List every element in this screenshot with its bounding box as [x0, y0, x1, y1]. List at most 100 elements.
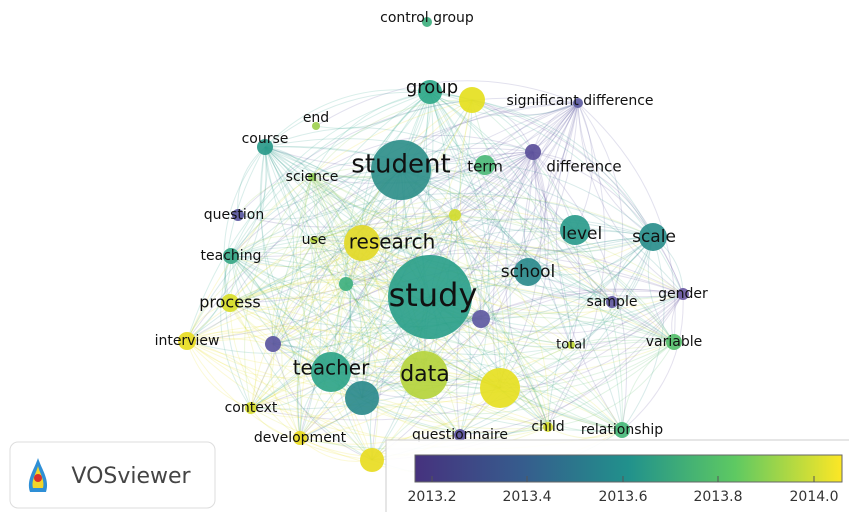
node-label[interactable]: sample	[587, 294, 638, 310]
edge	[480, 293, 684, 334]
edge	[547, 102, 606, 428]
legend-tick-label: 2013.2	[408, 489, 457, 505]
node-label[interactable]: variable	[646, 334, 702, 350]
edge	[429, 91, 572, 346]
edge	[361, 214, 456, 399]
edge	[230, 147, 534, 257]
edge	[543, 102, 579, 346]
edge	[456, 102, 579, 436]
edge	[361, 242, 461, 436]
edge	[230, 234, 675, 343]
edge	[454, 151, 534, 216]
edge	[313, 239, 379, 461]
edge	[345, 246, 684, 295]
edge	[499, 236, 654, 389]
node	[472, 310, 490, 328]
edge	[570, 293, 684, 346]
edge	[547, 236, 654, 428]
node-label[interactable]: teacher	[293, 356, 370, 380]
edge	[361, 237, 675, 343]
edge	[264, 146, 654, 252]
edge	[621, 236, 665, 431]
node-label[interactable]: study	[389, 276, 478, 314]
edge	[330, 99, 473, 373]
node-label[interactable]: gender	[658, 286, 708, 302]
edge	[345, 218, 654, 285]
node-label[interactable]: scale	[632, 227, 676, 247]
edge	[315, 91, 431, 129]
edge	[361, 288, 684, 399]
node-label[interactable]: question	[204, 207, 264, 223]
edge	[237, 151, 534, 228]
node-label[interactable]: teaching	[201, 248, 262, 264]
edge	[480, 304, 675, 343]
edge	[272, 343, 373, 461]
edge	[345, 102, 579, 285]
node-label[interactable]: interview	[155, 333, 220, 349]
edge	[339, 242, 373, 461]
edge	[400, 169, 501, 389]
edge	[230, 255, 501, 389]
node	[311, 352, 351, 392]
edge	[313, 195, 654, 241]
node-label[interactable]: development	[254, 430, 347, 446]
node-label[interactable]: questionnaire	[412, 427, 508, 443]
node-label[interactable]: end	[303, 110, 329, 126]
node-label[interactable]: control group	[380, 10, 474, 26]
edge	[480, 151, 537, 320]
node-label[interactable]: total	[556, 338, 586, 353]
edge	[577, 102, 654, 238]
edge	[454, 214, 623, 431]
edge	[527, 236, 654, 276]
edge	[361, 151, 534, 399]
edge	[311, 176, 654, 256]
edge	[532, 151, 613, 303]
node	[388, 255, 472, 339]
node-label[interactable]: child	[531, 419, 564, 435]
edge	[330, 214, 456, 373]
edge	[499, 336, 675, 389]
edge	[311, 99, 473, 178]
node-label[interactable]: science	[286, 169, 339, 185]
node-label[interactable]: use	[302, 232, 327, 248]
node-label[interactable]: relationship	[581, 422, 663, 438]
edge	[229, 302, 257, 409]
edge	[532, 151, 627, 431]
edge	[492, 102, 579, 389]
edge	[250, 91, 431, 409]
node-label[interactable]: difference	[546, 158, 621, 176]
edge	[330, 236, 654, 374]
node-label[interactable]: term	[467, 158, 503, 176]
edge	[361, 102, 579, 244]
edge	[400, 162, 654, 238]
node-label[interactable]: context	[225, 400, 278, 416]
edge	[237, 91, 431, 216]
edge	[480, 102, 579, 320]
logo-box[interactable]	[9, 441, 216, 509]
edge	[532, 151, 684, 295]
node-label[interactable]: research	[349, 230, 436, 254]
node	[480, 368, 520, 408]
node-label[interactable]: significant difference	[506, 93, 653, 109]
edge	[186, 146, 267, 342]
node-label[interactable]: group	[406, 77, 458, 98]
edge	[313, 226, 529, 273]
edge	[499, 293, 684, 389]
edge	[229, 176, 313, 304]
edge	[345, 91, 431, 285]
edge	[264, 146, 461, 436]
node-label[interactable]: level	[562, 224, 602, 244]
edge	[272, 332, 623, 431]
node-label[interactable]: school	[501, 262, 556, 282]
node-label[interactable]: student	[351, 150, 450, 180]
node	[560, 215, 590, 245]
node-label[interactable]: data	[400, 362, 450, 387]
edge	[250, 283, 347, 409]
node-label[interactable]: process	[199, 293, 260, 312]
node	[666, 334, 682, 350]
edge	[272, 343, 549, 433]
edge	[186, 281, 347, 342]
node	[293, 431, 307, 445]
node-label[interactable]: course	[242, 131, 289, 147]
edge	[423, 102, 579, 376]
